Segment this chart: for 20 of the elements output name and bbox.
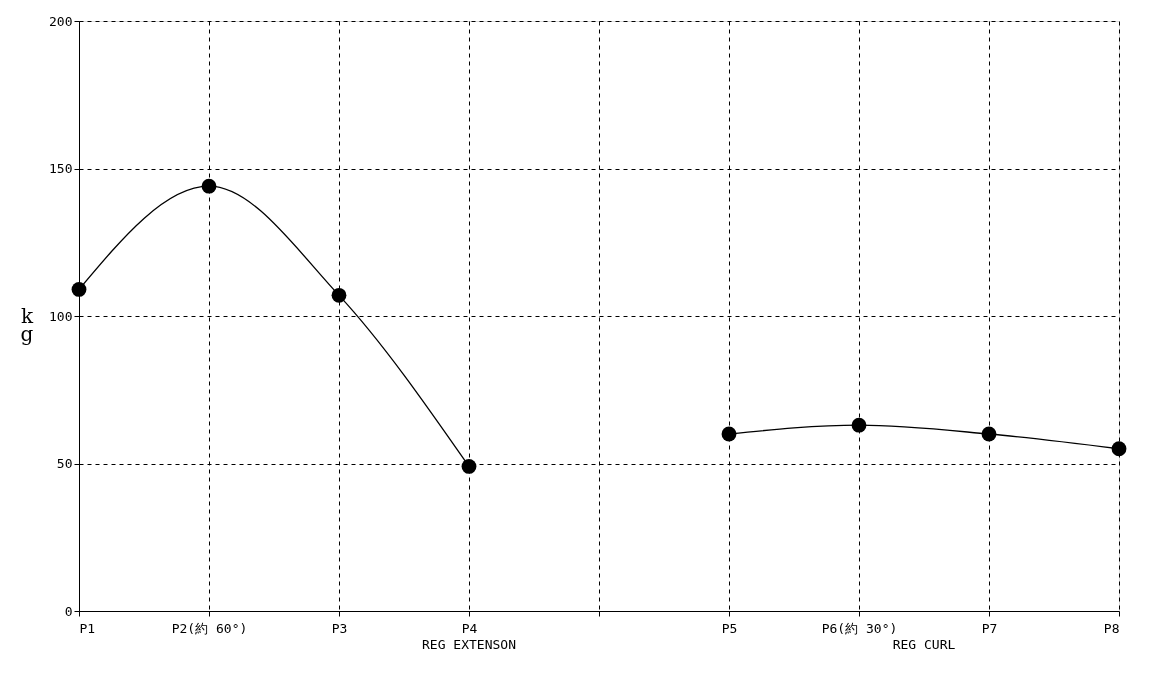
point xyxy=(201,178,217,194)
point xyxy=(331,287,347,303)
y-axis-title: kg xyxy=(20,303,34,346)
x-tick-label: P2(約 60°) xyxy=(171,620,248,636)
x-tick-label: P1 xyxy=(79,620,96,636)
y-tick-label: 0 xyxy=(64,603,73,619)
y-tick-label: 150 xyxy=(49,161,73,176)
x-tick-label: P5 xyxy=(721,620,738,636)
y-tick-label: 100 xyxy=(49,308,73,324)
x-tick-label: P6(約 30°) xyxy=(821,620,898,636)
point xyxy=(71,282,87,297)
point xyxy=(461,459,477,474)
text: REG EXTENSON xyxy=(422,637,516,652)
x-tick-label: P8 xyxy=(1103,620,1120,636)
x-tick-label: P4 xyxy=(461,620,478,636)
y-tick-label: 50 xyxy=(56,456,73,471)
text: REG CURL xyxy=(892,637,956,652)
x-tick-label: P7 xyxy=(981,620,998,636)
y-tick-label: 200 xyxy=(49,13,73,29)
x-tick-label: P3 xyxy=(331,620,348,636)
